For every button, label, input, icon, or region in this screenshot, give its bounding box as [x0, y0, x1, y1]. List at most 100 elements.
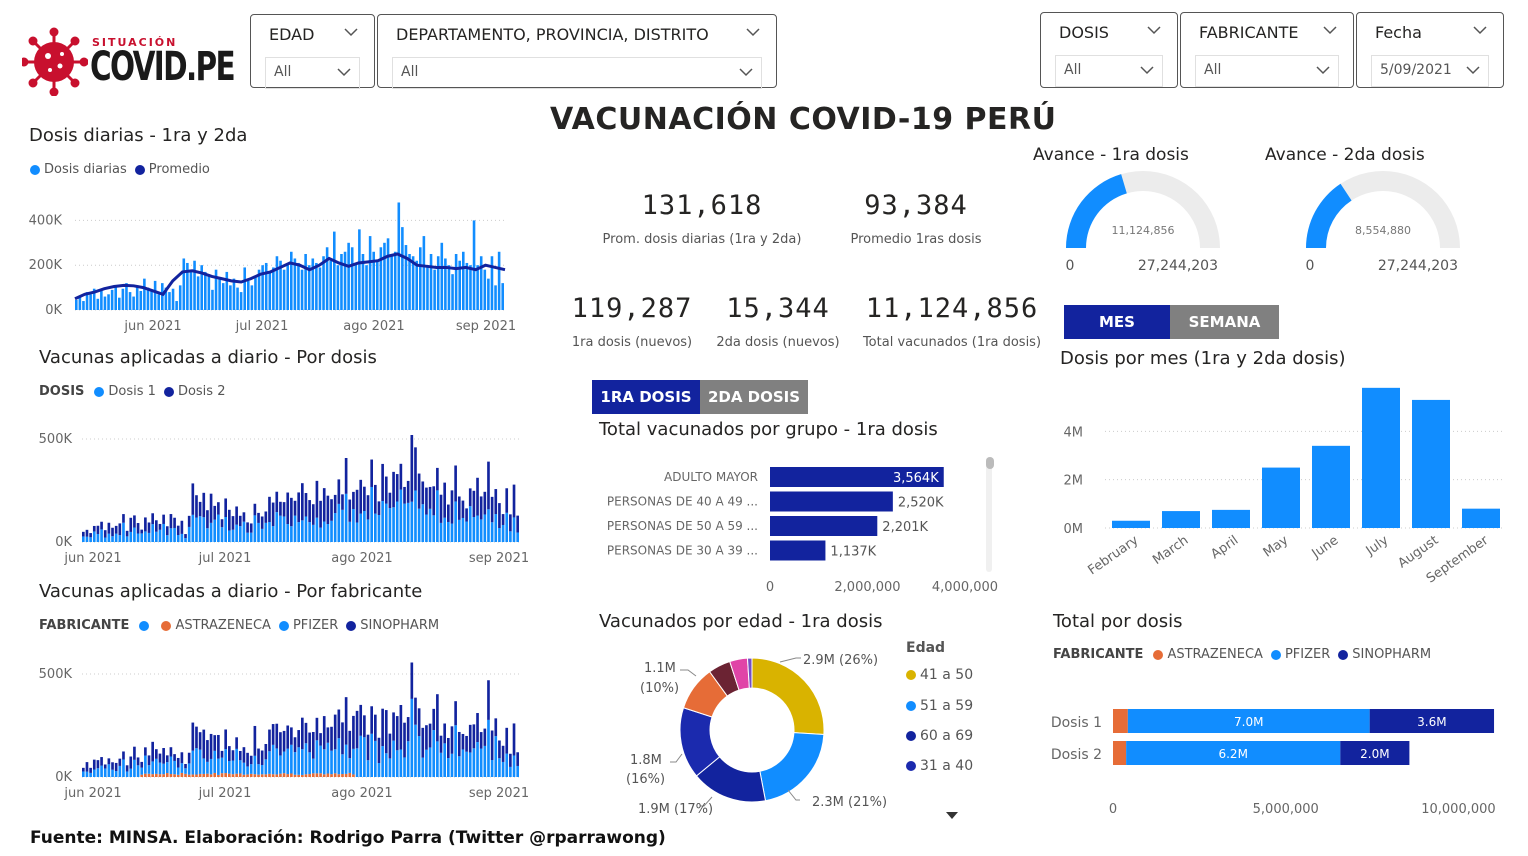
bar-segment: [176, 535, 180, 542]
bar-segment: [311, 758, 315, 774]
bar-segment: [341, 494, 344, 510]
bar-segment: [206, 510, 209, 529]
legend-scroll-down-icon[interactable]: [946, 812, 958, 820]
bar-segment: [107, 533, 111, 542]
y-tick-label: 500K: [39, 667, 73, 682]
y-tick-label: 200K: [29, 258, 63, 273]
tab-2da-dosis[interactable]: 2DA DOSIS: [700, 380, 808, 414]
x-tick-label: 10,000,000: [1421, 802, 1495, 817]
page-title: VACUNACIÓN COVID-19 PERÚ: [550, 102, 1057, 137]
y-tick-label: 0K: [55, 770, 72, 785]
bar-segment: [337, 709, 341, 739]
fabricante-dropdown[interactable]: All: [1195, 55, 1339, 87]
edad-legend-item: 41 a 50: [906, 667, 973, 683]
x-tick-label: 0: [766, 580, 774, 595]
edad-legend-item: 31 a 40: [906, 758, 973, 774]
bar-segment: [326, 524, 330, 542]
bar: [770, 540, 826, 561]
bar-segment: [249, 532, 253, 542]
fecha-slicer[interactable]: Fecha 5/09/2021: [1356, 12, 1504, 88]
bar-segment: [198, 732, 202, 750]
bar-segment: [158, 762, 162, 775]
x-tick-label: February: [1085, 533, 1141, 579]
bar-segment: [111, 536, 114, 542]
chevron-down-icon[interactable]: [1147, 25, 1161, 35]
bar-segment: [377, 514, 381, 542]
bar-segment: [279, 773, 282, 777]
chevron-down-icon[interactable]: [746, 27, 760, 37]
card-total-1ra-value: 11,124,856: [865, 293, 1039, 324]
tab-semana[interactable]: SEMANA: [1170, 305, 1279, 339]
bar-segment: [242, 774, 246, 777]
bar-segment: [224, 749, 227, 774]
bar-segment: [498, 503, 501, 529]
bar-segment: [479, 519, 483, 542]
bar-segment: [465, 751, 468, 777]
legend-dot: [906, 670, 916, 680]
por-dosis-legend: DOSIS Dosis 1 Dosis 2: [39, 384, 225, 399]
bar-segment: [202, 492, 206, 518]
bar-segment: [202, 729, 206, 759]
bar-segment: [268, 751, 271, 774]
bar-segment: [235, 506, 238, 525]
bar: [297, 262, 300, 310]
category-label: PERSONAS DE 40 A 49 ...: [607, 495, 758, 509]
bar-segment: [374, 740, 377, 777]
bar-segment: [279, 755, 282, 774]
bar-segment: [450, 523, 454, 542]
departamento-slicer[interactable]: DEPARTAMENTO, PROVINCIA, DISTRITO All: [377, 14, 777, 89]
bar: [307, 265, 311, 310]
bar-segment: [501, 761, 505, 777]
bar-segment: [381, 746, 384, 777]
dosis-slicer[interactable]: DOSIS All: [1040, 12, 1178, 88]
bar-segment: [498, 528, 501, 542]
bar-segment: [301, 774, 304, 777]
bar: [107, 294, 110, 310]
legend-label: Dosis diarias: [44, 162, 127, 177]
data-label: (16%): [626, 772, 665, 787]
edad-dropdown[interactable]: All: [265, 57, 360, 89]
x-tick-label: June: [1309, 533, 1342, 562]
bar: [322, 256, 325, 310]
bar: [311, 258, 315, 310]
bar: [494, 285, 497, 310]
por-fabricante-title: Vacunas aplicadas a diario - Por fabrica…: [39, 581, 423, 602]
chevron-down-icon[interactable]: [1473, 25, 1487, 35]
legend-dot: [278, 620, 289, 631]
bar-segment: [100, 765, 103, 777]
bar-segment: [512, 755, 516, 777]
fecha-dropdown[interactable]: 5/09/2021: [1371, 55, 1489, 87]
dosis-dropdown[interactable]: All: [1055, 55, 1163, 87]
bar-segment: [330, 726, 333, 751]
bar-segment: [432, 708, 436, 731]
edad-slicer[interactable]: EDAD All: [250, 14, 375, 89]
tab-1ra-dosis[interactable]: 1RA DOSIS: [592, 380, 700, 414]
data-label: 7.0M: [1234, 715, 1263, 729]
bar-segment: [301, 520, 304, 542]
chevron-down-icon: [1466, 66, 1480, 75]
tab-mes[interactable]: MES: [1064, 305, 1170, 339]
bar-segment: [494, 489, 498, 515]
bar-segment: [133, 527, 136, 542]
chevron-down-icon[interactable]: [1323, 25, 1337, 35]
bar-segment: [118, 765, 122, 777]
bar-segment: [333, 749, 337, 774]
fabricante-slicer[interactable]: FABRICANTE All: [1180, 12, 1354, 88]
bar-segment: [509, 766, 512, 777]
bar: [408, 254, 411, 310]
bar-segment: [275, 774, 279, 777]
bar-segment: [384, 710, 388, 754]
bar-segment: [82, 531, 85, 537]
bar-segment: [198, 773, 202, 777]
departamento-dropdown[interactable]: All: [392, 57, 762, 89]
bar: [440, 242, 444, 310]
chevron-down-icon[interactable]: [344, 27, 358, 37]
bar-segment: [403, 722, 406, 758]
bar-segment: [173, 754, 176, 761]
bar-segment: [301, 717, 304, 750]
bar-segment: [147, 765, 151, 774]
bar-segment: [129, 756, 133, 769]
bar: [1412, 399, 1450, 528]
bar-segment: [187, 763, 191, 775]
bar-segment: [191, 514, 195, 542]
